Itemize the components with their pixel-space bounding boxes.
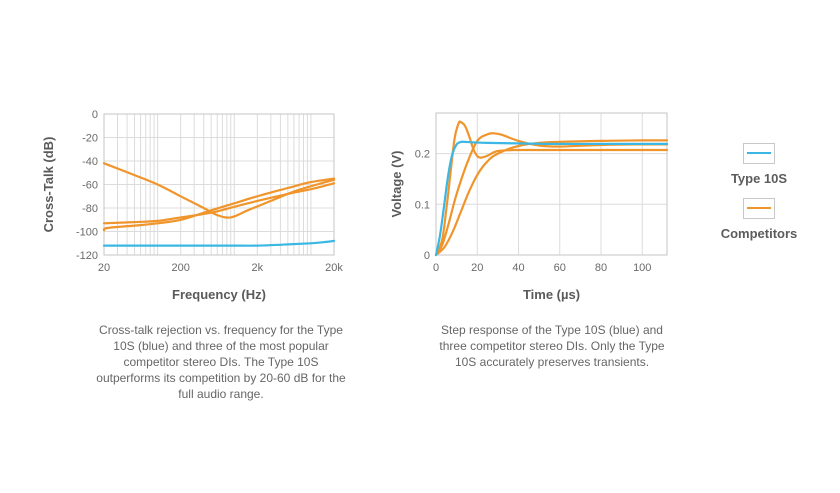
plot-frame bbox=[103, 113, 335, 256]
x-axis-title: Frequency (Hz) bbox=[172, 287, 266, 302]
step-response-caption: Step response of the Type 10S (blue) and… bbox=[439, 323, 665, 369]
legend-swatch-type10s bbox=[743, 143, 775, 164]
series-line-competitor-1 bbox=[102, 162, 336, 219]
x-axis-title: Time (µs) bbox=[523, 287, 580, 302]
y-axis-title: Cross-Talk (dB) bbox=[41, 137, 56, 233]
x-tick-label: 20k bbox=[325, 262, 343, 274]
x-tick-label: 60 bbox=[554, 262, 566, 274]
x-tick-label: 2k bbox=[252, 262, 264, 274]
legend-item-type10s: Type 10S bbox=[704, 143, 814, 186]
legend-swatch-competitors bbox=[743, 198, 775, 219]
x-tick-label: 100 bbox=[633, 262, 651, 274]
legend-line-competitors bbox=[747, 207, 771, 209]
y-tick-label: -80 bbox=[82, 203, 98, 215]
legend-item-competitors: Competitors bbox=[704, 198, 814, 241]
x-tick-label: 20 bbox=[98, 262, 110, 274]
x-tick-label: 20 bbox=[471, 262, 483, 274]
x-tick-label: 200 bbox=[171, 262, 189, 274]
y-tick-label: -100 bbox=[76, 227, 98, 239]
series-line-competitor-3 bbox=[434, 139, 669, 257]
y-axis-title: Voltage (V) bbox=[389, 151, 404, 218]
legend-label-competitors: Competitors bbox=[720, 226, 798, 241]
crosstalk-caption: Cross-talk rejection vs. frequency for t… bbox=[96, 323, 346, 401]
series-line-competitor-2 bbox=[102, 177, 336, 232]
series-line-competitor-2 bbox=[434, 132, 669, 257]
y-tick-label: -20 bbox=[82, 133, 98, 145]
x-tick-label: 0 bbox=[433, 262, 439, 274]
step-response-chart: 0 0.1 0.2 0 20 40 60 80 100 Time (µs) Voltage (V) bbox=[389, 112, 669, 302]
y-tick-label: 0.2 bbox=[415, 149, 430, 161]
grid bbox=[435, 113, 667, 256]
y-tick-label: -120 bbox=[76, 250, 98, 262]
series-line-type10s bbox=[102, 239, 336, 247]
legend-label-type10s: Type 10S bbox=[730, 171, 788, 186]
y-tick-label: 0.1 bbox=[415, 199, 430, 211]
y-tick-label: 0 bbox=[92, 109, 98, 121]
series-line-type10s bbox=[434, 140, 669, 257]
y-tick-label: 0 bbox=[424, 250, 430, 262]
y-tick-label: -40 bbox=[82, 156, 98, 168]
y-tick-label: -60 bbox=[82, 180, 98, 192]
legend-line-type10s bbox=[747, 152, 771, 154]
x-tick-label: 40 bbox=[512, 262, 524, 274]
x-tick-label: 80 bbox=[595, 262, 607, 274]
plot-frame bbox=[435, 112, 668, 256]
series-line-competitor-3 bbox=[102, 182, 336, 225]
